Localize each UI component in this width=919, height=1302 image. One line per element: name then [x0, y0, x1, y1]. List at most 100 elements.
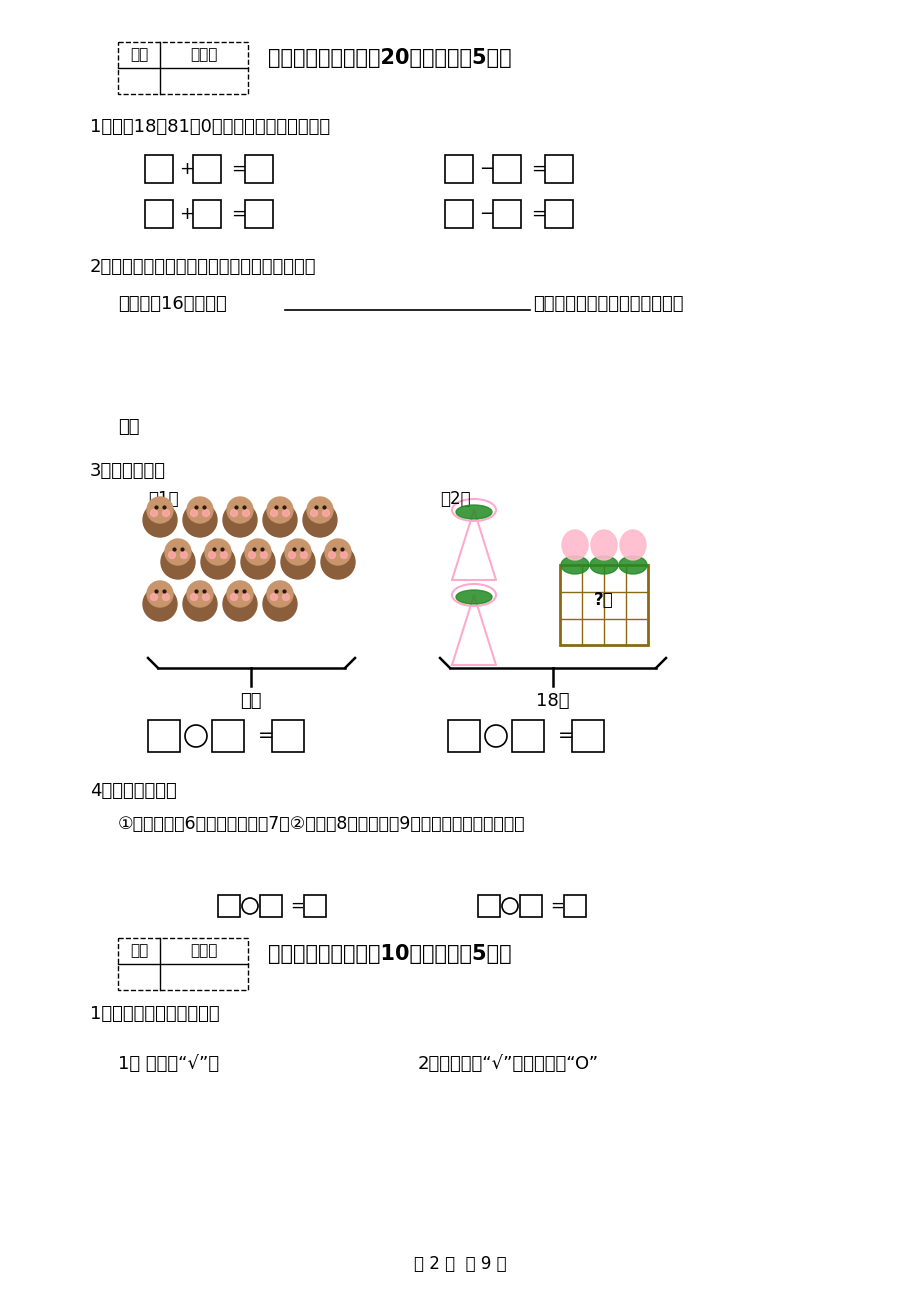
Circle shape — [165, 539, 191, 565]
Ellipse shape — [456, 505, 492, 519]
Circle shape — [151, 509, 157, 517]
Bar — [563, 894, 585, 917]
Circle shape — [285, 539, 311, 565]
Circle shape — [328, 552, 335, 559]
Circle shape — [231, 509, 237, 517]
Circle shape — [311, 509, 317, 517]
Text: 得分: 得分 — [130, 944, 148, 958]
Text: =: = — [530, 204, 545, 223]
Text: −: − — [479, 160, 494, 178]
Text: 1、细心比，你一定能对！: 1、细心比，你一定能对！ — [90, 1005, 220, 1023]
Bar — [512, 720, 543, 753]
Bar — [445, 155, 472, 184]
Circle shape — [151, 594, 157, 600]
Text: 4、列式算一算。: 4、列式算一算。 — [90, 783, 176, 799]
Circle shape — [267, 581, 292, 607]
Bar — [118, 42, 248, 94]
Circle shape — [321, 546, 355, 579]
Text: ①一个加数是6，另一个加数是7，②减数是8，被减数是9，差是多少？和是多少？: ①一个加数是6，另一个加数是7，②减数是8，被减数是9，差是多少？和是多少？ — [118, 815, 525, 833]
Circle shape — [163, 509, 169, 517]
Circle shape — [200, 546, 234, 579]
Text: =: = — [231, 204, 245, 223]
Circle shape — [323, 509, 329, 517]
Circle shape — [244, 539, 271, 565]
Circle shape — [282, 594, 289, 600]
Circle shape — [202, 594, 210, 600]
Bar — [211, 720, 244, 753]
Text: （1）: （1） — [148, 490, 178, 508]
Ellipse shape — [456, 590, 492, 604]
Text: 得分: 得分 — [130, 47, 148, 62]
Text: =: = — [530, 160, 545, 178]
Circle shape — [222, 587, 256, 621]
Bar — [544, 155, 573, 184]
Circle shape — [187, 497, 213, 523]
Ellipse shape — [619, 530, 645, 560]
Circle shape — [243, 594, 249, 600]
Bar — [519, 894, 541, 917]
Circle shape — [340, 552, 347, 559]
Circle shape — [209, 552, 215, 559]
Circle shape — [263, 587, 297, 621]
Bar — [303, 894, 325, 917]
Text: ，小巧和小亚两人相差多少朵？: ，小巧和小亚两人相差多少朵？ — [532, 296, 683, 312]
Text: =: = — [289, 897, 303, 915]
Text: ？只: ？只 — [240, 691, 262, 710]
Text: 2、给下面各题补上条件或问题，然后再解答？: 2、给下面各题补上条件或问题，然后再解答？ — [90, 258, 316, 276]
Circle shape — [267, 497, 292, 523]
Bar — [118, 937, 248, 990]
Circle shape — [190, 594, 198, 600]
Circle shape — [227, 497, 253, 523]
Bar — [478, 894, 499, 917]
Text: −: − — [479, 204, 494, 223]
Text: +: + — [179, 204, 194, 223]
Circle shape — [263, 503, 297, 536]
Circle shape — [248, 552, 255, 559]
Bar — [244, 201, 273, 228]
Bar — [560, 565, 647, 644]
Circle shape — [168, 552, 176, 559]
Bar — [193, 201, 221, 228]
Circle shape — [221, 552, 227, 559]
Text: =: = — [257, 727, 274, 746]
Circle shape — [183, 503, 217, 536]
Bar — [448, 720, 480, 753]
Text: （2）: （2） — [439, 490, 471, 508]
Circle shape — [241, 546, 275, 579]
Text: 3、看图列式。: 3、看图列式。 — [90, 462, 165, 480]
Circle shape — [243, 509, 249, 517]
Text: 1、 重的画“√”。: 1、 重的画“√”。 — [118, 1055, 219, 1073]
Bar — [218, 894, 240, 917]
Circle shape — [270, 594, 278, 600]
Bar — [193, 155, 221, 184]
Circle shape — [147, 581, 173, 607]
Circle shape — [307, 497, 333, 523]
Circle shape — [147, 497, 173, 523]
Circle shape — [163, 594, 169, 600]
Circle shape — [324, 539, 351, 565]
Text: 1、根据18、81、0三个数，写出四个算式：: 1、根据18、81、0三个数，写出四个算式： — [90, 118, 330, 135]
Text: =: = — [231, 160, 245, 178]
Text: 2、最高的画“√”，最矮的画“O”: 2、最高的画“√”，最矮的画“O” — [417, 1055, 598, 1073]
Circle shape — [142, 587, 176, 621]
Text: 评卷人: 评卷人 — [190, 47, 218, 62]
Bar — [445, 201, 472, 228]
Text: 18个: 18个 — [536, 691, 569, 710]
Text: 二、我会算（本题內20分，每题　5分）: 二、我会算（本题內20分，每题 5分） — [267, 48, 511, 68]
Ellipse shape — [561, 556, 588, 574]
Circle shape — [280, 546, 314, 579]
Circle shape — [301, 552, 307, 559]
Circle shape — [142, 503, 176, 536]
Bar — [244, 155, 273, 184]
Text: 评卷人: 评卷人 — [190, 944, 218, 958]
Circle shape — [270, 509, 278, 517]
Circle shape — [190, 509, 198, 517]
Ellipse shape — [590, 530, 617, 560]
Ellipse shape — [618, 556, 646, 574]
Circle shape — [180, 552, 187, 559]
Ellipse shape — [589, 556, 618, 574]
Bar — [145, 155, 173, 184]
Text: =: = — [558, 727, 573, 746]
Circle shape — [205, 539, 231, 565]
Circle shape — [183, 587, 217, 621]
